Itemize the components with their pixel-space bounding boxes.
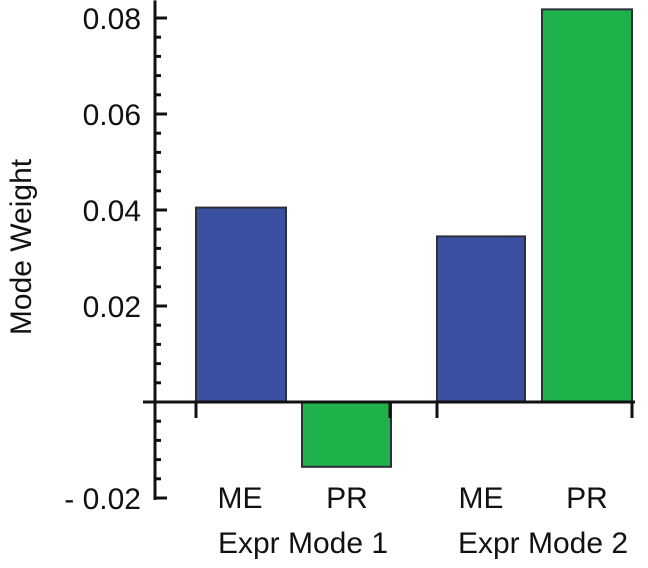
chart-marks: - 0.02 0.02 0.04 0.06 0.08 ME PR ME PR Expr Mode … xyxy=(64,0,635,560)
bar-pr-mode-1 xyxy=(301,401,392,468)
x-category-label: PR xyxy=(326,482,368,515)
y-tick-label: 0.02 xyxy=(83,291,141,324)
x-category-label: ME xyxy=(218,482,263,515)
x-group-label: Expr Mode 2 xyxy=(458,527,628,560)
bar-pr-mode-2 xyxy=(541,8,633,404)
x-category-label: PR xyxy=(566,482,608,515)
x-category-label: ME xyxy=(459,482,504,515)
y-tick-label: 0.04 xyxy=(83,195,141,228)
bar-me-mode-1 xyxy=(195,206,287,403)
x-group-label: Expr Mode 1 xyxy=(218,527,388,560)
y-axis-title: Mode Weight xyxy=(5,158,38,335)
y-tick-label: 0.06 xyxy=(83,99,141,132)
y-tick-label: 0.08 xyxy=(83,3,141,36)
y-tick-label: - 0.02 xyxy=(64,483,141,516)
bar-me-mode-2 xyxy=(436,235,526,403)
